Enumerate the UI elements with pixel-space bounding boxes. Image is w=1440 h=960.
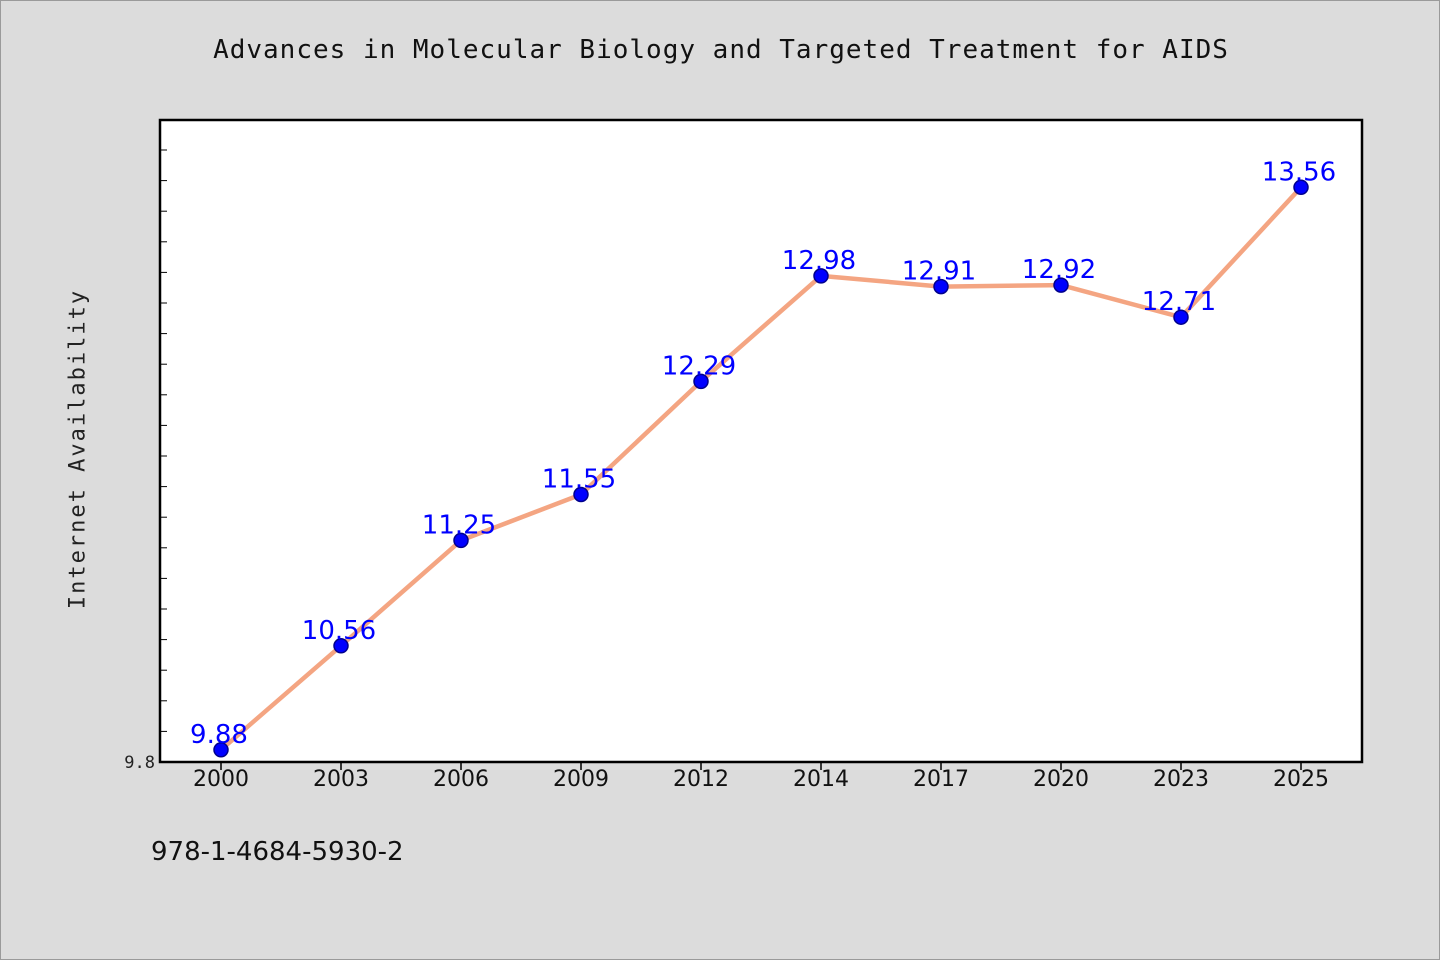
data-label: 11.55 [542,465,616,495]
x-tick-label: 2003 [313,767,369,792]
data-label: 10.56 [302,616,376,646]
x-tick-label: 2012 [673,767,729,792]
series-line [218,185,1304,753]
data-label: 12.29 [662,351,736,381]
x-tick-label: 2006 [433,767,489,792]
data-point [1053,277,1069,293]
data-label: 12.91 [902,257,976,287]
data-point [453,532,469,549]
data-label: 12.98 [782,246,856,276]
x-tick-label: 2017 [913,767,969,792]
plot-frame [158,118,1364,764]
data-point [333,638,349,654]
plot-area [160,120,1362,762]
data-point [933,278,949,295]
data-label: 12.71 [1142,287,1216,317]
x-tick-label: 2020 [1033,767,1089,792]
x-tick-label: 2014 [793,767,849,792]
y-tick-label: 9.8 [124,753,155,773]
x-tick-label: 2000 [193,767,249,792]
data-point [573,486,589,503]
data-label: 9.88 [190,720,248,750]
data-point [813,268,829,284]
data-label: 12.92 [1022,255,1096,285]
data-point [1173,309,1189,325]
chart-title: Advances in Molecular Biology and Target… [213,35,1229,65]
data-label: 13.56 [1262,157,1336,187]
isbn-footer: 978-1-4684-5930-2 [151,837,404,867]
data-label: 11.25 [422,510,496,540]
x-tick-label: 2023 [1153,767,1209,792]
data-point [693,373,709,390]
x-tick-label: 2025 [1273,767,1329,792]
x-tick-label: 2009 [553,767,609,792]
data-point [213,742,229,758]
data-point [1293,179,1309,196]
